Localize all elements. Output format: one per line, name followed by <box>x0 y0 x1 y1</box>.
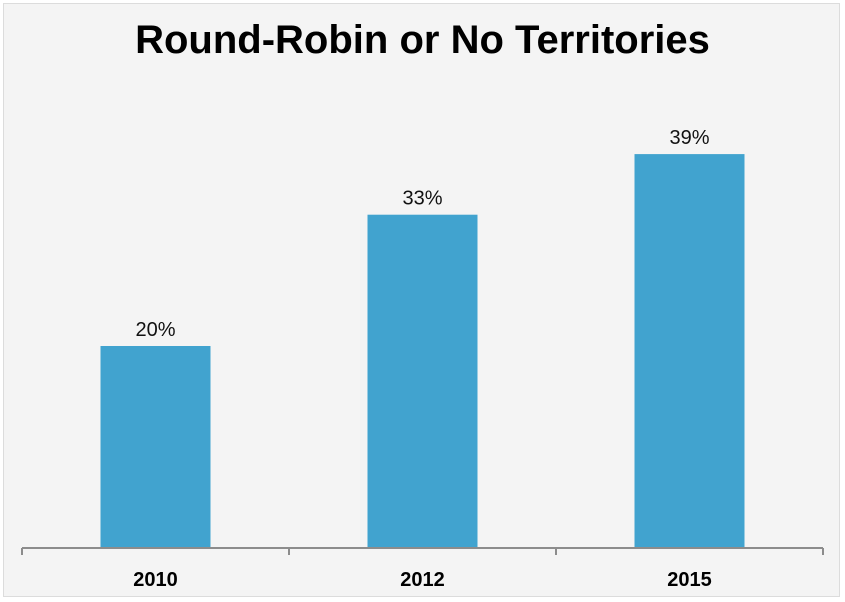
data-label-2015: 39% <box>669 127 709 149</box>
chart-title: Round-Robin or No Territories <box>135 18 710 62</box>
x-tick-label-2010: 2010 <box>133 569 178 591</box>
x-tick-label-2015: 2015 <box>667 569 712 591</box>
bar-2010 <box>100 346 211 548</box>
bar-2012 <box>367 214 478 548</box>
bars-layer <box>100 154 745 548</box>
bar-2015 <box>634 154 745 548</box>
x-axis-ticks: 2010 2012 2015 <box>21 548 824 591</box>
data-label-2012: 33% <box>402 188 442 210</box>
data-label-2010: 20% <box>135 319 175 341</box>
value-labels-layer: 20% 33% 39% <box>135 127 709 341</box>
x-tick-label-2012: 2012 <box>400 569 445 591</box>
